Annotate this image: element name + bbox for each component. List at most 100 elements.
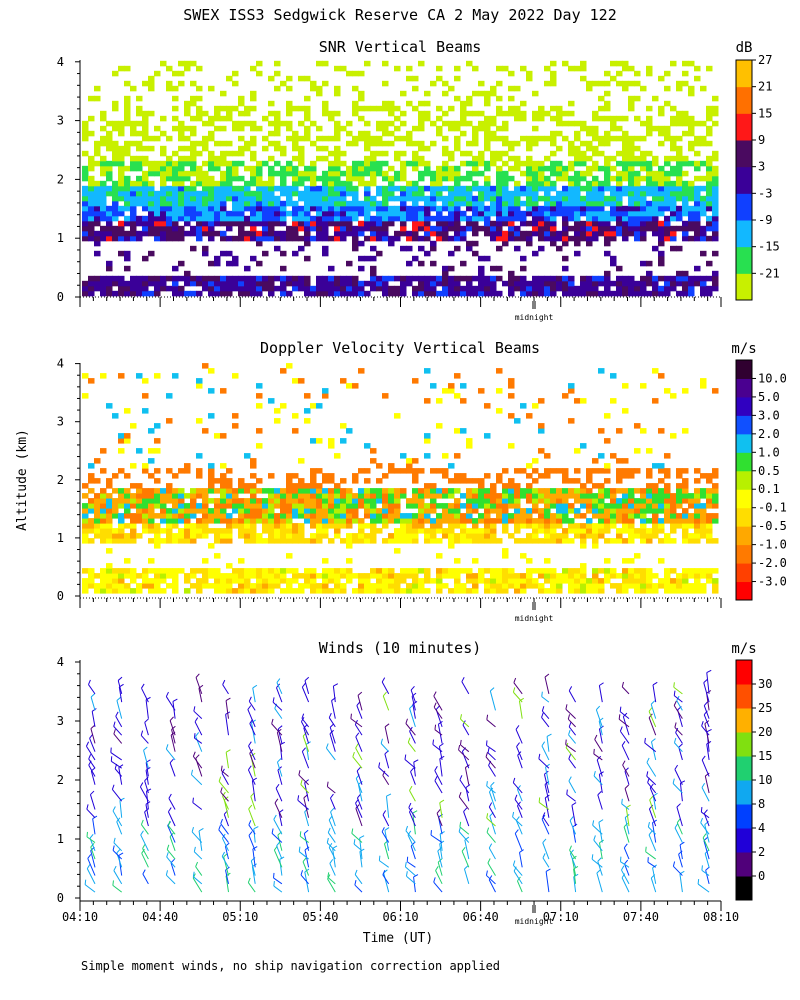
snr-cell: [634, 280, 641, 287]
snr-cell: [274, 215, 281, 222]
snr-cell: [340, 285, 347, 292]
doppler-cell: [586, 498, 593, 504]
doppler-cell: [544, 523, 551, 529]
doppler-cell: [166, 468, 173, 474]
snr-cell: [430, 175, 437, 182]
doppler-cell: [286, 528, 293, 534]
snr-cell: [700, 185, 707, 192]
snr-cell: [466, 95, 473, 102]
snr-cell: [442, 285, 449, 292]
doppler-cell: [88, 528, 95, 534]
doppler-cell: [484, 523, 491, 529]
snr-cell: [346, 220, 353, 227]
snr-cell: [358, 205, 365, 212]
snr-cell: [292, 210, 299, 217]
snr-cell: [256, 180, 263, 187]
doppler-cell: [472, 558, 479, 564]
doppler-cell: [328, 493, 335, 499]
doppler-cell: [520, 583, 527, 589]
snr-cell: [640, 275, 647, 282]
doppler-cell: [106, 508, 113, 514]
doppler-cell: [160, 498, 167, 504]
x-axis-title: Time (UT): [363, 931, 433, 946]
snr-cell: [472, 200, 479, 207]
snr-cell: [334, 195, 341, 202]
snr-cell: [592, 165, 599, 172]
snr-cell: [394, 135, 401, 142]
snr-cell: [496, 150, 503, 157]
doppler-cell: [442, 493, 449, 499]
doppler-cell: [136, 573, 143, 579]
doppler-cell: [310, 578, 317, 584]
snr-cell: [394, 65, 401, 72]
doppler-cell: [496, 568, 503, 574]
snr-cell: [484, 125, 491, 132]
snr-cell: [250, 165, 257, 172]
snr-cell: [622, 145, 629, 152]
doppler-cell: [268, 583, 275, 589]
wind-barb: [191, 831, 203, 843]
snr-cell: [628, 200, 635, 207]
snr-cell: [106, 280, 113, 287]
wind-barb: [90, 696, 96, 711]
snr-cell: [208, 200, 215, 207]
doppler-cell: [640, 573, 647, 579]
snr-cell: [502, 210, 509, 217]
snr-cell: [490, 200, 497, 207]
snr-cell: [514, 155, 521, 162]
snr-cell: [394, 215, 401, 222]
wind-barb-feather: [89, 734, 94, 739]
doppler-cell: [478, 478, 485, 484]
wind-barb: [304, 782, 310, 802]
colorbar-label: 2.0: [758, 427, 780, 441]
doppler-cell: [430, 508, 437, 514]
snr-cell: [604, 195, 611, 202]
snr-cell: [436, 190, 443, 197]
snr-cell: [514, 140, 521, 147]
doppler-cell: [400, 493, 407, 499]
doppler-cell: [682, 588, 689, 594]
doppler-cell: [88, 498, 95, 504]
snr-cell: [196, 165, 203, 172]
snr-cell: [166, 215, 173, 222]
doppler-cell: [562, 468, 569, 474]
doppler-cell: [706, 503, 713, 509]
doppler-cell: [244, 523, 251, 529]
wind-barb-feather: [198, 828, 204, 832]
doppler-cell: [412, 588, 419, 594]
snr-cell: [442, 185, 449, 192]
doppler-cell: [148, 488, 155, 494]
snr-cell: [670, 60, 677, 67]
doppler-cell: [472, 573, 479, 579]
snr-cell: [274, 235, 281, 242]
snr-cell: [640, 210, 647, 217]
snr-cell: [334, 185, 341, 192]
snr-cell: [424, 275, 431, 282]
wind-barb: [278, 812, 283, 827]
snr-cell: [100, 230, 107, 237]
doppler-cell: [664, 518, 671, 524]
doppler-cell: [208, 478, 215, 484]
doppler-cell: [562, 573, 569, 579]
snr-cell: [412, 225, 419, 232]
wind-barb: [167, 811, 176, 827]
doppler-cell: [466, 498, 473, 504]
snr-cell: [694, 215, 701, 222]
snr-cell: [616, 70, 623, 77]
doppler-cell: [292, 523, 299, 529]
snr-cell: [94, 200, 101, 207]
doppler-cell: [316, 573, 323, 579]
snr-cell: [346, 185, 353, 192]
snr-cell: [232, 165, 239, 172]
snr-cell: [250, 105, 257, 112]
snr-cell: [142, 200, 149, 207]
snr-cell: [658, 285, 665, 292]
snr-cell: [700, 120, 707, 127]
wind-barb: [301, 718, 309, 728]
snr-cell: [640, 285, 647, 292]
snr-cell: [538, 275, 545, 282]
doppler-cell: [286, 533, 293, 539]
doppler-cell: [166, 418, 173, 424]
doppler-cell: [646, 448, 653, 454]
snr-cell: [568, 290, 575, 297]
